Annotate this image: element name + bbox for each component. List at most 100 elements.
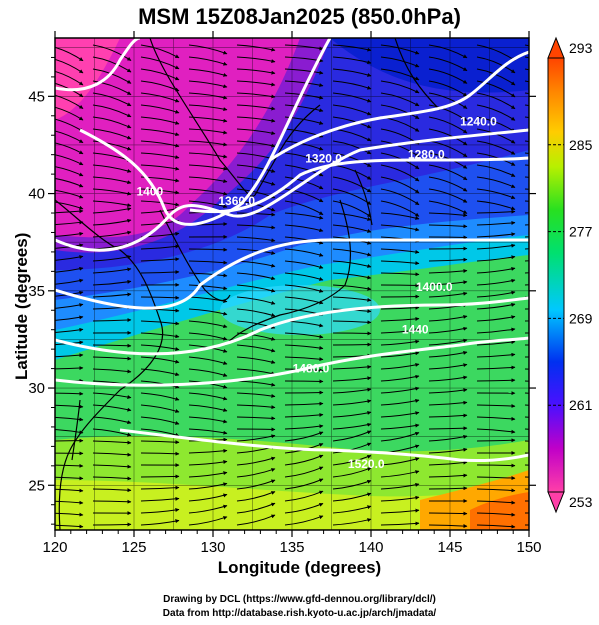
streamline [476, 255, 516, 262]
streamline [55, 220, 84, 226]
colorbar-tick-label: 261 [569, 397, 593, 413]
streamline [524, 68, 529, 71]
streamline [188, 428, 228, 435]
streamline [380, 351, 420, 358]
streamline [380, 140, 420, 157]
streamline [140, 519, 180, 526]
streamline [524, 356, 529, 358]
streamline [524, 272, 529, 274]
streamline [524, 92, 529, 95]
streamline [332, 44, 372, 52]
streamline [380, 212, 420, 220]
streamline [92, 488, 132, 493]
streamline [55, 82, 84, 98]
streamline [140, 140, 180, 148]
streamline [428, 257, 468, 262]
streamline [476, 80, 516, 98]
streamline [524, 152, 529, 154]
streamline [284, 390, 324, 395]
streamline [332, 454, 372, 466]
streamline [380, 411, 420, 418]
streamline [188, 128, 228, 135]
credit-drawing: Drawing by DCL (https://www.gfd-dennou.o… [163, 594, 436, 605]
streamline [236, 416, 276, 421]
streamline [55, 366, 84, 371]
streamline [332, 68, 372, 77]
y-axis: 25 30 35 40 45 [28, 56, 536, 525]
streamline [55, 500, 84, 505]
streamline [236, 308, 276, 317]
streamline [284, 478, 324, 490]
streamline [236, 479, 276, 490]
streamline [380, 386, 420, 394]
streamline [92, 356, 132, 361]
streamline [140, 188, 180, 195]
streamline [428, 413, 468, 418]
streamline [428, 460, 468, 466]
x-tick-label: 150 [516, 539, 541, 556]
streamline [236, 68, 276, 75]
streamline [140, 451, 180, 456]
colorbar-tick-label: 253 [569, 494, 593, 510]
streamline [188, 44, 228, 55]
streamline [92, 416, 132, 425]
streamline [55, 340, 84, 346]
streamline [236, 140, 276, 148]
streamline [188, 320, 228, 329]
streamline [332, 80, 372, 90]
streamline [92, 404, 132, 412]
streamline [188, 56, 228, 66]
streamline [332, 505, 372, 514]
streamline [476, 378, 516, 383]
streamline [236, 356, 276, 364]
streamline [476, 438, 516, 443]
contour-label: 1440 [402, 323, 429, 337]
streamline [476, 512, 516, 517]
streamline [476, 176, 516, 188]
streamline [284, 466, 324, 478]
streamline [140, 152, 180, 160]
streamline [284, 200, 324, 216]
streamline [476, 92, 516, 110]
streamline [476, 188, 516, 199]
streamline [476, 416, 516, 421]
contour-label: 1400.0 [416, 280, 453, 294]
x-tick-label: 130 [200, 539, 225, 556]
streamline [380, 398, 420, 406]
credit-data: Data from http://database.rish.kyoto-u.a… [162, 608, 437, 619]
streamline [92, 343, 132, 348]
streamline [428, 116, 468, 134]
colorbar-tick-label: 285 [569, 137, 593, 153]
streamline [428, 152, 468, 169]
streamline [140, 416, 180, 425]
streamline [55, 70, 84, 86]
streamline [55, 353, 84, 358]
streamline [428, 56, 468, 72]
streamline [188, 416, 228, 424]
streamline [188, 176, 228, 184]
streamline [476, 524, 516, 529]
streamline [380, 248, 420, 254]
streamline [428, 104, 468, 122]
streamline [188, 92, 228, 100]
streamline [428, 268, 468, 274]
streamline [140, 104, 180, 114]
streamline [92, 267, 132, 274]
streamline [55, 94, 84, 109]
streamline [92, 188, 132, 196]
streamline [55, 46, 84, 62]
colorbar-bar [547, 57, 565, 493]
streamline [476, 266, 516, 274]
streamline [332, 92, 372, 103]
streamline [428, 164, 468, 181]
streamline [284, 332, 324, 339]
streamline [380, 80, 420, 94]
streamline [428, 224, 468, 229]
streamline [140, 380, 180, 389]
streamline [284, 188, 324, 203]
streamline [380, 104, 420, 120]
streamline [236, 404, 276, 410]
streamline [55, 154, 84, 166]
streamline [236, 296, 276, 305]
streamline [380, 374, 420, 382]
